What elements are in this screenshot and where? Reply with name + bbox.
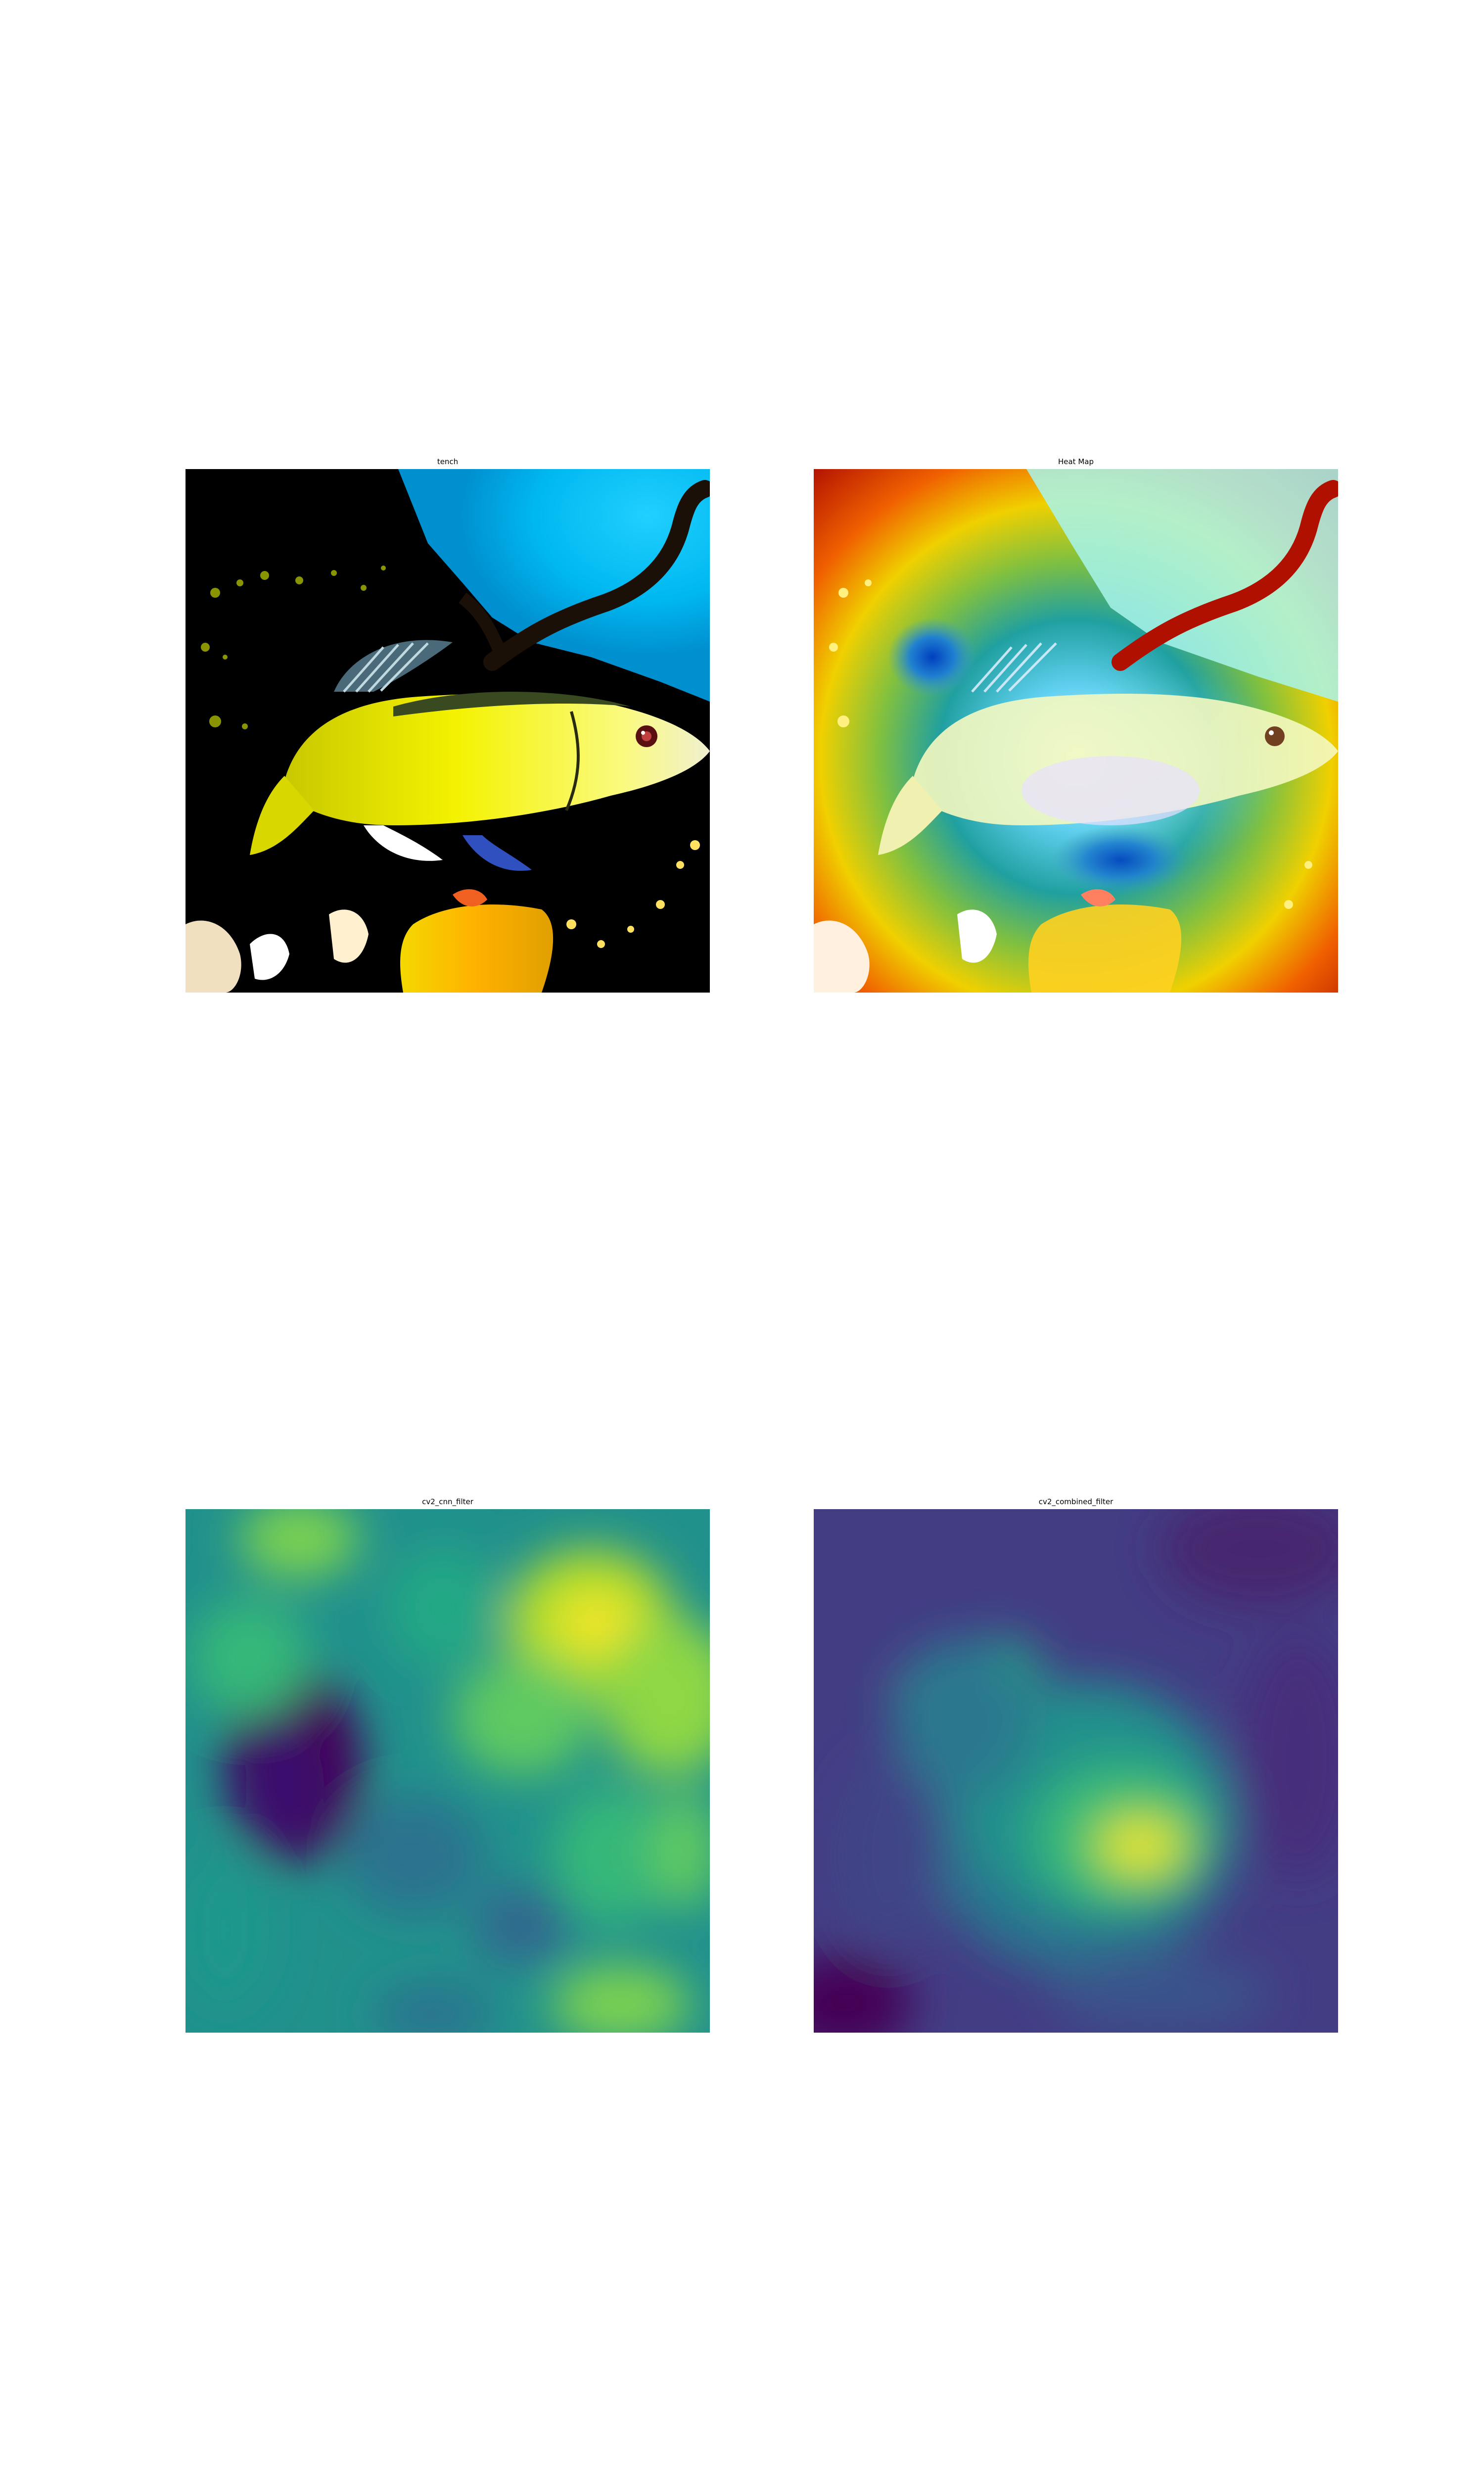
cv2-combined-filter-map — [814, 1509, 1338, 2033]
heat-map-image — [814, 469, 1338, 993]
cv2-combined-filter-graphic — [814, 1509, 1338, 2033]
panel-title-cv2-combined-filter: cv2_combined_filter — [1038, 1497, 1113, 1506]
panel-title-heat-map: Heat Map — [1058, 457, 1094, 466]
panel-title-tench: tench — [437, 457, 459, 466]
cv2-cnn-filter-map — [186, 1509, 710, 2033]
panel-title-cv2-cnn-filter: cv2_cnn_filter — [422, 1497, 473, 1506]
tench-image-graphic — [186, 469, 710, 993]
heat-map-graphic — [814, 469, 1338, 993]
tench-image — [186, 469, 710, 993]
cv2-cnn-filter-graphic — [186, 1509, 710, 2033]
